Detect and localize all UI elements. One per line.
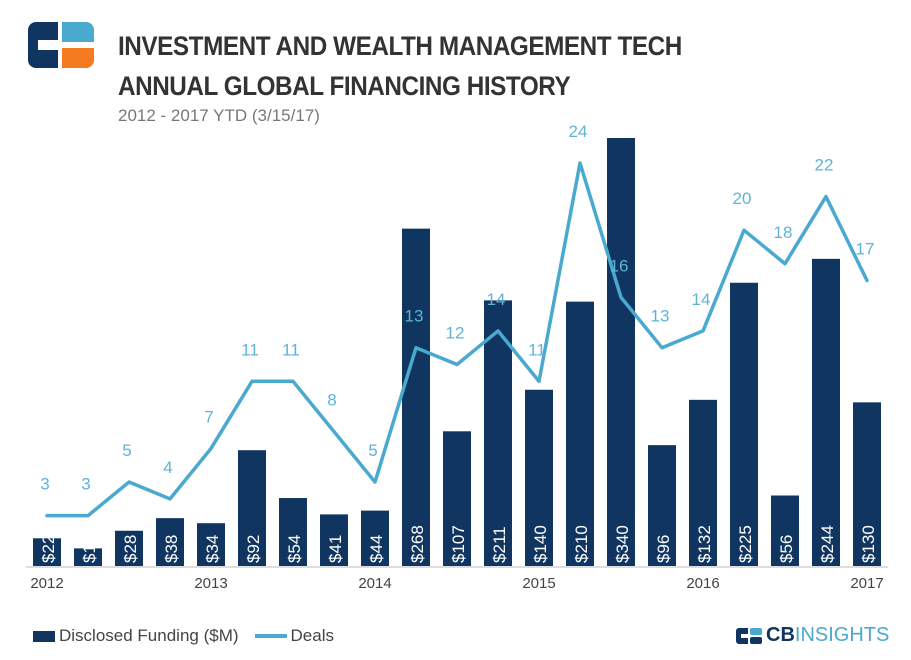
deals-point-label: 16 bbox=[610, 256, 629, 275]
funding-bar bbox=[771, 495, 799, 566]
legend-deals-label: Deals bbox=[290, 626, 334, 645]
chart-title-line2: ANNUAL GLOBAL FINANCING HISTORY bbox=[118, 71, 571, 101]
funding-bar bbox=[607, 138, 635, 566]
funding-bar bbox=[853, 402, 881, 566]
funding-bar-label: $225 bbox=[736, 525, 755, 563]
funding-bar-label: $130 bbox=[859, 525, 878, 563]
chart: $22 $14 $28 $38 $34 $92 $54 $41 $44 $268 $107 $211 $… bbox=[26, 122, 888, 592]
funding-bar bbox=[648, 445, 676, 566]
funding-bar bbox=[566, 301, 594, 566]
funding-bar bbox=[525, 389, 553, 566]
funding-bar-label: $210 bbox=[572, 525, 591, 563]
x-tick-label: 2015 bbox=[522, 575, 555, 592]
funding-bar bbox=[238, 450, 266, 566]
funding-bar-label: $268 bbox=[408, 525, 427, 563]
deals-point-label: 4 bbox=[163, 458, 172, 477]
funding-bar-label: $132 bbox=[695, 525, 714, 563]
deals-point-label: 11 bbox=[241, 340, 259, 359]
deals-point-label: 20 bbox=[733, 189, 752, 208]
funding-bar bbox=[689, 399, 717, 566]
funding-bar bbox=[361, 510, 389, 566]
brand-wordmark: CB INSIGHTS bbox=[736, 624, 889, 647]
funding-bar-label: $211 bbox=[490, 526, 509, 563]
funding-bar bbox=[443, 431, 471, 566]
chart-title-line1: INVESTMENT AND WEALTH MANAGEMENT TECH bbox=[118, 31, 682, 61]
deals-point-label: 11 bbox=[282, 340, 300, 359]
x-tick-label: 2017 bbox=[850, 575, 883, 592]
deals-point-label: 7 bbox=[204, 407, 213, 426]
deals-point-label: 5 bbox=[122, 441, 131, 460]
funding-bar-label: $140 bbox=[531, 525, 550, 563]
chart-subtitle: 2012 - 2017 YTD (3/15/17) bbox=[118, 106, 320, 125]
funding-bar-label: $44 bbox=[367, 535, 386, 563]
cb-insights-logo bbox=[28, 22, 94, 68]
brand-mark-icon bbox=[736, 627, 762, 644]
deals-point-label: 18 bbox=[774, 223, 793, 242]
deals-point-label: 14 bbox=[692, 290, 711, 309]
funding-bar-label: $54 bbox=[285, 535, 304, 563]
funding-bar bbox=[812, 258, 840, 566]
funding-bar-label: $107 bbox=[449, 525, 468, 563]
logo-orange-shape bbox=[62, 48, 94, 68]
funding-bar bbox=[279, 498, 307, 566]
funding-bar bbox=[197, 523, 225, 566]
deals-point-label: 14 bbox=[487, 290, 506, 309]
funding-bar bbox=[33, 538, 61, 566]
funding-bar-label: $244 bbox=[818, 525, 837, 563]
brand-part1: CB bbox=[766, 624, 795, 646]
funding-bar-label: $14 bbox=[80, 535, 99, 563]
legend-funding-label: Disclosed Funding ($M) bbox=[59, 626, 239, 645]
x-tick-label: 2012 bbox=[30, 575, 63, 592]
x-tick-label: 2014 bbox=[358, 575, 391, 592]
funding-bar bbox=[402, 228, 430, 566]
funding-bar-label: $56 bbox=[777, 535, 796, 563]
legend: Disclosed Funding ($M) Deals bbox=[33, 626, 334, 646]
funding-bar-label: $41 bbox=[326, 535, 345, 563]
legend-deals-swatch bbox=[254, 634, 287, 638]
funding-bar-label: $34 bbox=[203, 535, 222, 563]
chart-title: INVESTMENT AND WEALTH MANAGEMENT TECH AN… bbox=[118, 26, 682, 106]
deals-point-label: 13 bbox=[405, 307, 424, 326]
x-tick-label: 2016 bbox=[686, 575, 719, 592]
deals-point-label: 3 bbox=[81, 475, 90, 494]
funding-bar bbox=[115, 530, 143, 566]
funding-bar-label: $28 bbox=[121, 535, 140, 563]
x-tick-label: 2013 bbox=[194, 575, 227, 592]
funding-bar bbox=[74, 548, 102, 566]
funding-bar bbox=[156, 518, 184, 566]
deals-point-label: 11 bbox=[528, 340, 546, 359]
deals-point-label: 5 bbox=[368, 441, 377, 460]
funding-bar bbox=[320, 514, 348, 566]
brand-part2: INSIGHTS bbox=[794, 624, 890, 646]
deals-point-label: 12 bbox=[446, 324, 465, 343]
deals-point-label: 13 bbox=[651, 307, 670, 326]
funding-bar-label: $340 bbox=[613, 525, 632, 563]
legend-funding-swatch bbox=[33, 630, 55, 642]
deals-point-label: 22 bbox=[815, 156, 834, 175]
deals-point-label: 17 bbox=[856, 240, 875, 259]
logo-dark-shape bbox=[28, 22, 58, 68]
funding-bar bbox=[730, 282, 758, 566]
deals-point-label: 8 bbox=[327, 391, 336, 410]
funding-bar-label: $92 bbox=[244, 535, 263, 563]
logo-light-shape bbox=[62, 22, 94, 42]
deals-point-label: 24 bbox=[569, 122, 588, 141]
deals-point-label: 3 bbox=[40, 475, 49, 494]
funding-bar-label: $96 bbox=[654, 535, 673, 563]
funding-bar-label: $22 bbox=[39, 535, 58, 563]
funding-bar-label: $38 bbox=[162, 535, 181, 563]
deals-line bbox=[45, 161, 869, 518]
